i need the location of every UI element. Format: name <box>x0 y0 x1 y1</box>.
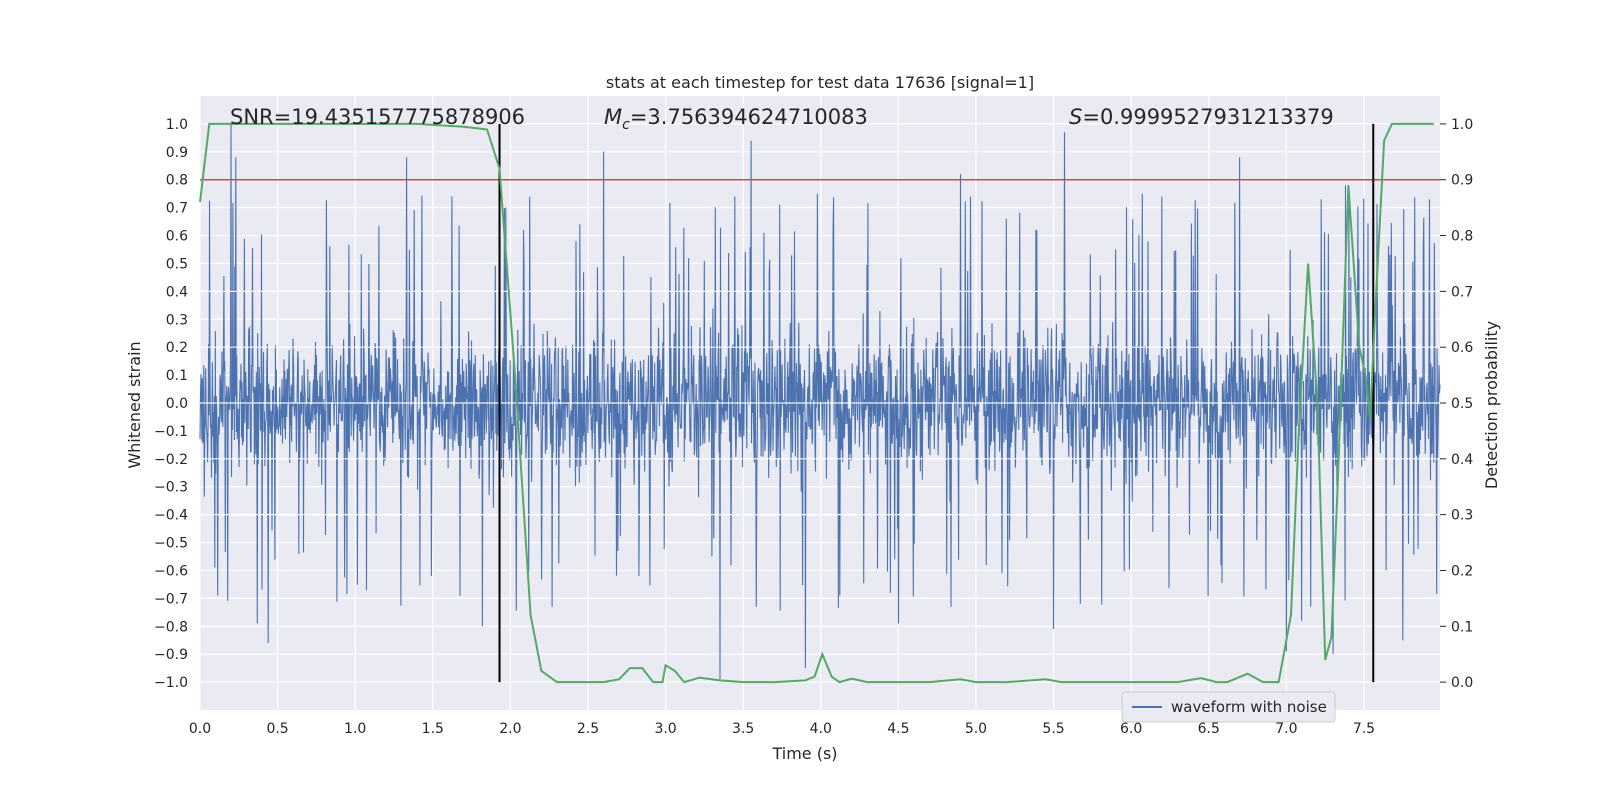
x-tick-label: 4.5 <box>887 721 909 737</box>
legend-box <box>1121 691 1336 723</box>
y-tick-label: 0.8 <box>166 173 188 189</box>
overlay-lines <box>199 122 1440 684</box>
x-tick-label: 0.5 <box>266 721 288 737</box>
y-tick-label: 0.1 <box>166 368 188 384</box>
y-tick-label: −0.9 <box>154 647 188 663</box>
y2-tick-label: 0.3 <box>1451 508 1473 524</box>
significance-symbol: S <box>1069 105 1082 129</box>
x-tick-label: 6.0 <box>1120 721 1142 737</box>
axis-ticks: 0.0 0.5 1.0 1.5 2.0 2.5 3.0 3.5 4.0 4.5 5.0 5.5 6.0 6… <box>154 117 1473 737</box>
y-tick-label: 0.4 <box>166 284 188 300</box>
waveform-line <box>199 123 1441 680</box>
y2-tick-label: 0.8 <box>1451 229 1473 245</box>
y-axis-label: Whitened strain <box>125 341 144 468</box>
chirp-mass-subscript: c <box>622 117 630 133</box>
x-tick-label: 6.5 <box>1198 721 1220 737</box>
y2-tick-label: 0.7 <box>1451 284 1473 300</box>
y2-tick-label: 0.6 <box>1451 340 1473 356</box>
y2-tick-label: 0.1 <box>1451 619 1473 635</box>
y-tick-label: 0.5 <box>166 256 188 272</box>
x-tick-label: 1.5 <box>422 721 444 737</box>
y2-tick-label: 0.5 <box>1451 396 1473 412</box>
snr-annotation: SNR=19.435157775878906 <box>230 105 525 129</box>
x-axis-label: Time (s) <box>771 744 837 763</box>
y2-tick-label: 0.9 <box>1451 173 1473 189</box>
x-tick-label: 5.0 <box>965 721 987 737</box>
y-tick-label: −0.5 <box>154 536 188 552</box>
y2-tick-label: 0.2 <box>1451 563 1473 579</box>
x-tick-label: 7.5 <box>1353 721 1375 737</box>
x-tick-label: 2.0 <box>499 721 521 737</box>
y-tick-label: −0.2 <box>154 452 188 468</box>
legend-label: waveform with noise <box>1171 698 1327 716</box>
y2-tick-label: 0.0 <box>1451 675 1473 691</box>
y-tick-label: 0.9 <box>166 145 188 161</box>
waveform-with-noise-series <box>199 123 1441 680</box>
chart-title: stats at each timestep for test data 176… <box>606 73 1034 92</box>
y2-axis-label: Detection probability <box>1482 321 1501 489</box>
x-tick-label: 5.5 <box>1042 721 1064 737</box>
y-tick-label: −0.6 <box>154 563 188 579</box>
legend: waveform with noise <box>1121 691 1336 723</box>
y-tick-label: 0.3 <box>166 312 188 328</box>
x-tick-label: 3.0 <box>654 721 676 737</box>
x-tick-label: 0.0 <box>189 721 211 737</box>
x-tick-label: 7.0 <box>1275 721 1297 737</box>
significance-value: =0.9999527931213379 <box>1082 105 1333 129</box>
y-tick-label: −0.8 <box>154 619 188 635</box>
significance-annotation: S=0.9999527931213379 <box>1069 105 1334 129</box>
y-tick-label: −0.4 <box>154 508 188 524</box>
y-tick-label: 1.0 <box>166 117 188 133</box>
y-tick-label: 0.2 <box>166 340 188 356</box>
y-tick-label: −0.3 <box>154 480 188 496</box>
x-tick-label: 2.5 <box>577 721 599 737</box>
detection-probability-line <box>199 122 1434 684</box>
y-tick-label: 0.0 <box>166 396 188 412</box>
x-tick-label: 3.5 <box>732 721 754 737</box>
chirp-mass-symbol: M <box>604 105 622 129</box>
y-tick-label: 0.6 <box>166 229 188 245</box>
x-tick-label: 4.0 <box>810 721 832 737</box>
chirp-mass-value: =3.756394624710083 <box>630 105 868 129</box>
y2-tick-label: 0.4 <box>1451 452 1473 468</box>
x-tick-label: 1.0 <box>344 721 366 737</box>
y-tick-label: −0.1 <box>154 424 188 440</box>
y2-tick-label: 1.0 <box>1451 117 1473 133</box>
y-tick-label: −1.0 <box>154 675 188 691</box>
y-tick-label: 0.7 <box>166 201 188 217</box>
chirp-mass-annotation: Mc=3.756394624710083 <box>604 105 868 133</box>
y-tick-label: −0.7 <box>154 591 188 607</box>
